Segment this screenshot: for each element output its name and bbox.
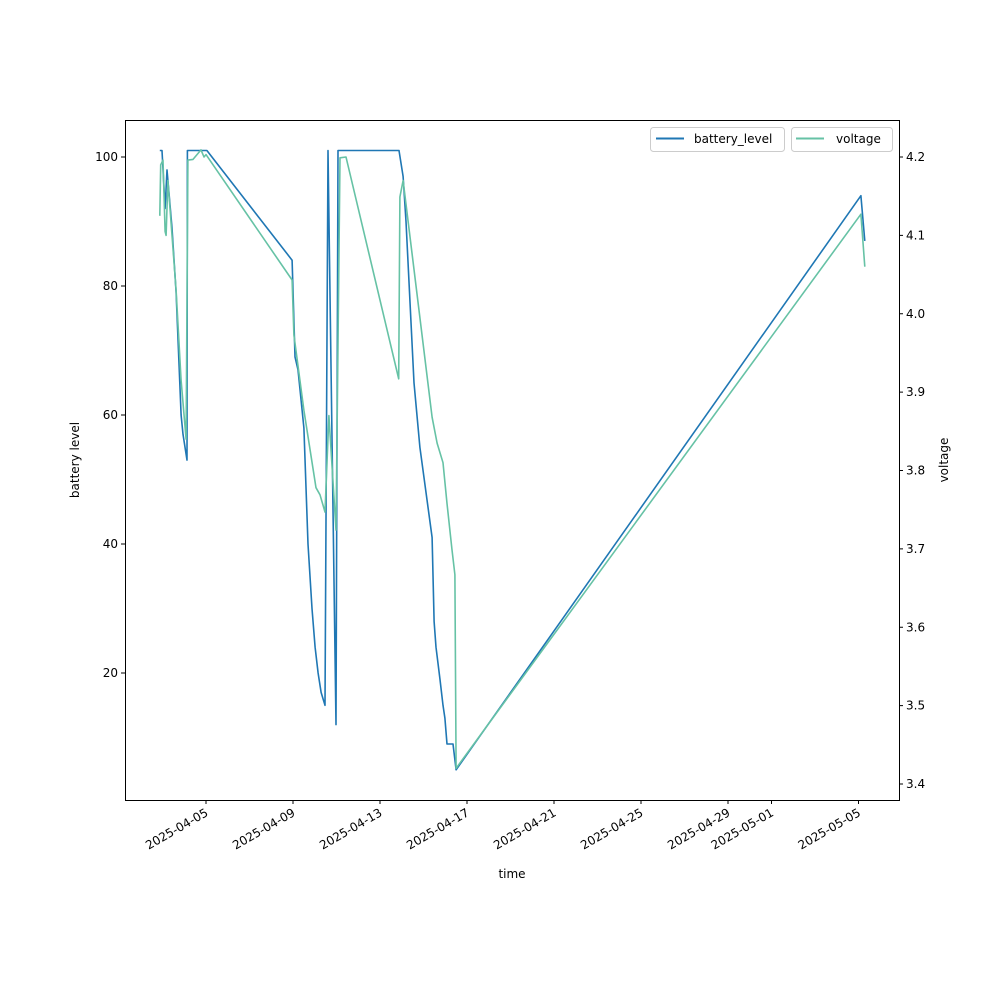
y2-tick-label: 3.4 bbox=[906, 777, 925, 791]
x-axis-label: time bbox=[498, 867, 525, 881]
y2-tick-label: 4.0 bbox=[906, 307, 925, 321]
x-tick-label: 2025-04-05 bbox=[143, 805, 210, 852]
y2-tick-label: 3.9 bbox=[906, 385, 925, 399]
y-tick-label: 60 bbox=[103, 408, 118, 422]
y-tick-label: 20 bbox=[103, 666, 118, 680]
y2-axis-ticks: 3.4 3.5 3.6 3.7 3.8 3.9 4.0 4.1 4.2 bbox=[899, 150, 925, 791]
x-tick-label: 2025-04-25 bbox=[578, 805, 645, 852]
y-tick-label: 40 bbox=[103, 537, 118, 551]
legend-voltage-label: voltage bbox=[836, 132, 881, 146]
series-line-battery_level bbox=[159, 149, 866, 771]
y-axis-label: battery level bbox=[68, 422, 82, 498]
x-tick-label: 2025-04-17 bbox=[404, 805, 471, 852]
y-tick-label: 80 bbox=[103, 279, 118, 293]
y2-tick-label: 3.5 bbox=[906, 699, 925, 713]
x-tick-label: 2025-04-13 bbox=[317, 805, 384, 852]
legend-battery: battery_level bbox=[650, 127, 785, 152]
x-tick-label: 2025-05-05 bbox=[796, 805, 863, 852]
y-axis-ticks: 20 40 60 80 100 bbox=[95, 150, 125, 680]
y2-tick-label: 3.8 bbox=[906, 464, 925, 478]
series-line-voltage bbox=[159, 149, 866, 770]
y2-tick-label: 3.6 bbox=[906, 620, 925, 634]
x-tick-label: 2025-04-21 bbox=[491, 805, 558, 852]
x-tick-label: 2025-04-09 bbox=[230, 805, 297, 852]
x-axis-ticks: 2025-04-05 2025-04-09 2025-04-13 2025-04-17… bbox=[143, 800, 863, 852]
y2-tick-label: 4.1 bbox=[906, 228, 925, 242]
legend-battery-label: battery_level bbox=[694, 132, 772, 146]
y2-tick-label: 3.7 bbox=[906, 542, 925, 556]
y2-axis-label: voltage bbox=[937, 438, 951, 483]
y-tick-label: 100 bbox=[95, 150, 118, 164]
y2-tick-label: 4.2 bbox=[906, 150, 925, 164]
series-lines bbox=[159, 149, 866, 771]
plot-frame bbox=[125, 120, 900, 801]
legend-voltage: voltage bbox=[791, 127, 893, 152]
